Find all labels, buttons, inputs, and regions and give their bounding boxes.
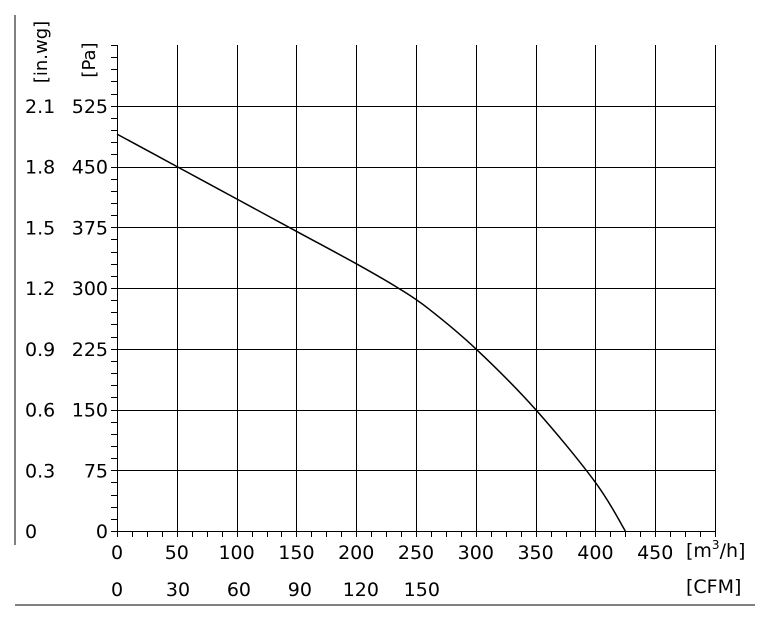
y-tick-label: 300 <box>72 278 108 300</box>
x-tick-label: 150 <box>278 542 314 564</box>
x2-tick-label: 60 <box>227 579 251 601</box>
x-tick-label: 300 <box>458 542 494 564</box>
x2-tick-label: 120 <box>343 579 379 601</box>
y-tick-label: 525 <box>72 96 108 118</box>
y-tick-label: 0 <box>96 521 108 543</box>
chart-frame <box>14 15 755 606</box>
y-tick-label: 225 <box>72 339 108 361</box>
minor-ticks <box>111 45 716 537</box>
x-axis-label-base: [m <box>686 540 712 562</box>
y2-tick-label: 0.6 <box>25 400 55 422</box>
x-tick-label: 250 <box>398 542 434 564</box>
x-axis-label-tail: /h] <box>720 540 746 562</box>
x-axis-label: [m3/h] <box>686 538 745 562</box>
y2-tick-label: 0.3 <box>25 460 55 482</box>
x-tick-labels: 0 50 100 150 200 250 300 350 400 450 <box>111 542 673 564</box>
y-tick-label: 450 <box>72 157 108 179</box>
y-tick-label: 375 <box>72 217 108 239</box>
y-tick-label: 75 <box>84 460 108 482</box>
x2-tick-label: 150 <box>404 579 440 601</box>
x-tick-label: 400 <box>577 542 613 564</box>
y2-tick-label: 1.5 <box>25 217 55 239</box>
series-line <box>116 133 626 532</box>
x2-axis-label: [CFM] <box>686 576 741 598</box>
x2-tick-label: 0 <box>111 579 123 601</box>
x-tick-label: 200 <box>338 542 374 564</box>
y2-tick-labels: 0 0.3 0.6 0.9 1.2 1.5 1.8 2.1 <box>25 96 55 543</box>
x-tick-label: 50 <box>165 542 189 564</box>
x-tick-label: 0 <box>111 542 123 564</box>
grid <box>117 45 716 532</box>
y2-axis-label: [in.wg] <box>31 21 52 83</box>
y2-tick-label: 0.9 <box>25 339 55 361</box>
y2-tick-label: 2.1 <box>25 96 55 118</box>
x-tick-label: 450 <box>637 542 673 564</box>
y-axis-label: [Pa] <box>79 42 100 77</box>
y-tick-label: 150 <box>72 400 108 422</box>
y2-tick-label: 0 <box>25 521 37 543</box>
y-tick-labels: 0 75 150 225 300 375 450 525 <box>72 96 108 543</box>
y2-tick-label: 1.2 <box>25 278 55 300</box>
x2-tick-label: 30 <box>166 579 190 601</box>
y2-tick-label: 1.8 <box>25 157 55 179</box>
x2-tick-labels: 0 30 60 90 120 150 <box>111 579 440 601</box>
x-axis-label-sup: 3 <box>712 538 720 552</box>
x2-tick-label: 90 <box>288 579 312 601</box>
x-tick-label: 350 <box>517 542 553 564</box>
x-tick-label: 100 <box>218 542 254 564</box>
